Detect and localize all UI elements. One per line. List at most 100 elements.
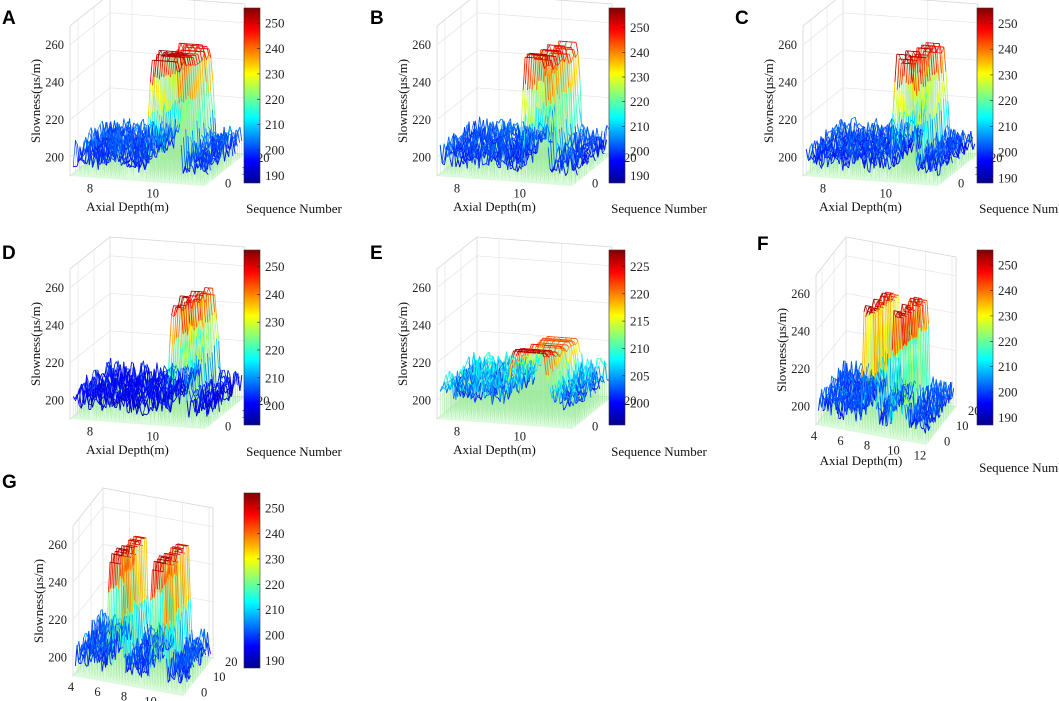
colorbar-tick-label: 240 [630,45,650,60]
surface-mesh-line [183,61,187,100]
surface-mesh-line [190,164,194,168]
surface-mesh-line [165,54,169,76]
surface-mesh-line [120,126,124,129]
surface-mesh-line [157,114,161,145]
surface-mesh-line [187,95,191,137]
z-axis-title: Slowness(µs/m) [28,59,43,143]
surface-mesh-line [212,110,215,150]
surface-mesh-line [150,148,154,157]
colorbar-tick-label: 200 [265,143,285,158]
surface-mesh-line [103,148,107,163]
surface-mesh-line [107,161,111,164]
surface-mesh-line [84,147,87,155]
surface-mesh-line [137,125,141,137]
z-tick-label: 220 [412,113,431,127]
surface-mesh-line [198,139,201,153]
surface-mesh-line [154,110,158,152]
surface-mesh-line [180,144,184,174]
surface-mesh-line [203,53,207,83]
surface-mesh-line [163,75,167,104]
surface-mesh-line [146,154,150,164]
surface-mesh-line [96,155,99,164]
surface-mesh-line [110,126,113,133]
surface-mesh-line [84,147,88,162]
surface-mesh-line [144,147,147,169]
y-axis-title: Sequence Number [246,201,342,216]
surface-mesh-line [139,131,143,142]
surface-mesh-line [110,137,114,146]
surface-mesh-line [154,54,158,78]
surface-mesh-line [88,149,92,158]
surface-mesh-line [149,157,153,161]
surface-mesh-line [179,72,182,102]
surface-mesh-line [198,99,202,135]
surface-mesh-line [117,146,120,156]
surface-mesh-line [202,142,206,149]
surface-mesh-line [224,149,227,162]
surface-mesh-line [204,142,207,149]
surface-mesh-line [161,52,164,77]
surface-mesh-line [207,92,211,118]
surface-mesh-line [130,127,133,149]
surface-mesh-line [208,54,212,92]
surface-mesh-line [209,117,213,136]
surface-mesh-line [152,60,155,86]
surface-mesh-line [124,135,128,145]
surface-mesh-line [158,55,162,80]
surface-mesh-line [196,162,200,168]
z-tick-label: 240 [45,75,64,89]
surface-mesh-line [174,61,178,72]
surface-mesh-line [210,57,214,82]
surface-mesh-line [205,172,209,175]
surface-mesh-line [88,132,92,136]
surface-mesh-line [210,90,214,111]
surface-mesh-line [214,132,218,151]
x-axis-title: Axial Depth(m) [453,199,536,214]
surface-mesh-line [199,51,203,61]
surface-mesh-line [86,147,90,165]
surface-mesh-line [111,144,115,146]
surface-mesh-line [134,123,138,129]
surface-mesh-line [203,93,207,129]
colorbar-tick-label: 200 [630,144,650,159]
surface-mesh-line [188,64,191,99]
surface-mesh-line [118,144,121,152]
surface-mesh-line [206,59,209,93]
surface-mesh-line [237,131,241,143]
surface-mesh-line [212,81,216,118]
colorbar-tick-label: 220 [630,94,650,109]
surface-mesh-line [124,137,127,149]
surface-mesh-line [128,163,132,167]
surface-mesh-line [142,146,146,161]
surface-mesh-line [91,140,94,153]
surface-mesh-line [97,124,101,131]
surface-mesh-line [147,82,151,117]
surface-mesh-line [177,122,181,133]
surface-mesh-line [92,139,96,165]
surface-mesh-line [111,158,114,160]
surface-mesh-line [114,122,118,138]
surface-mesh-line [233,132,237,146]
surface-mesh-line [81,154,85,157]
surface-mesh-line [181,66,185,103]
surface-mesh-line [134,136,138,149]
surface-mesh-line [135,127,139,129]
surface-mesh-line [233,136,236,140]
surface-mesh-line [168,109,172,142]
surface-mesh-line [150,85,154,120]
surface-mesh-line [99,120,103,125]
surface-mesh-line [149,60,153,83]
surface-mesh-line [108,134,111,138]
surface-mesh-line [207,126,211,130]
surface-mesh-line [112,144,116,160]
surface-mesh-line [101,137,104,144]
surface-mesh-line [103,132,107,157]
surface-mesh-line [192,167,196,175]
surface-mesh-line [206,46,210,55]
surface-mesh-line [109,144,113,162]
surface-mesh-line [190,149,194,164]
surface-mesh-line [189,136,193,144]
panel-label: B [370,8,384,29]
